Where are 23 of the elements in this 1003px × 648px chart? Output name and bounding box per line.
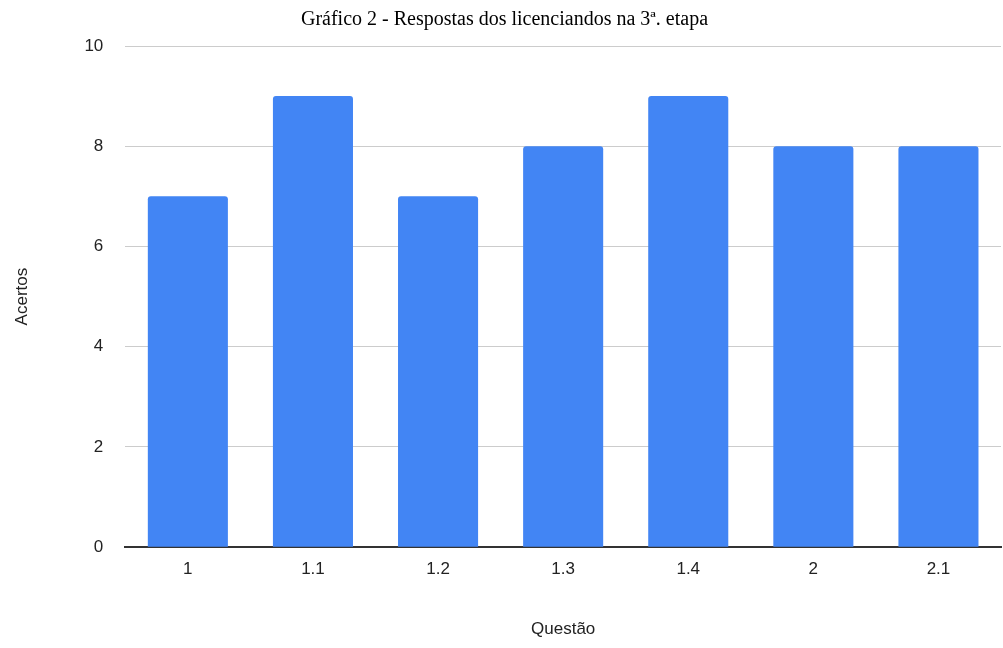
bar — [773, 146, 854, 547]
x-tick-label: 1 — [183, 559, 193, 579]
y-tick-label: 0 — [93, 536, 104, 556]
y-tick-label: 2 — [93, 436, 104, 456]
y-tick-label: 8 — [93, 135, 104, 155]
x-tick-label: 1.4 — [676, 559, 701, 579]
bar — [272, 96, 353, 547]
x-tick-label: 2.1 — [926, 559, 951, 579]
chart-title: Gráfico 2 - Respostas dos licenciandos na 3ª. etapa — [300, 7, 709, 31]
x-tick-label: 2 — [808, 559, 819, 579]
bar — [898, 146, 979, 547]
bar — [523, 146, 604, 547]
bar — [648, 96, 729, 547]
y-axis-title: Acertos — [11, 267, 31, 326]
y-tick-label: 10 — [84, 35, 104, 55]
x-tick-label: 1.2 — [426, 559, 450, 579]
x-axis-title: Questão — [531, 619, 596, 639]
x-tick-label: 1.1 — [301, 559, 325, 579]
x-tick-label: 1.3 — [551, 559, 575, 579]
y-tick-label: 6 — [93, 236, 104, 256]
y-tick-label: 4 — [93, 336, 104, 356]
bar — [147, 196, 228, 547]
bar — [398, 196, 479, 547]
